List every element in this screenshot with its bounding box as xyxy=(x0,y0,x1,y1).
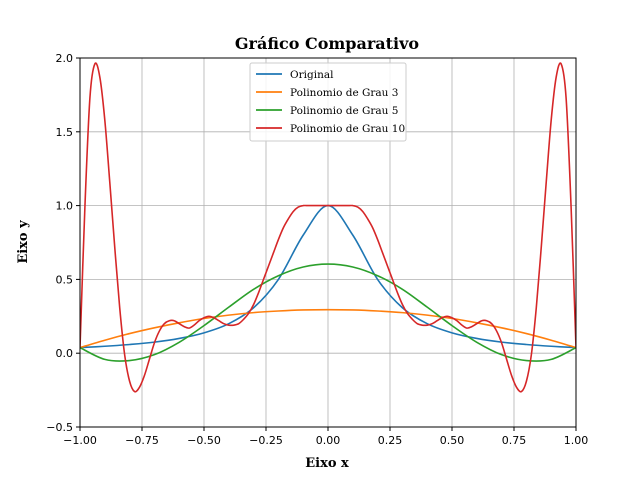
legend-label-polinomio-de-grau-3: Polinomio de Grau 3 xyxy=(290,87,398,99)
x-tick-label: −1.00 xyxy=(63,434,97,447)
legend: Original Polinomio de Grau 3 Polinomio de … xyxy=(249,62,407,142)
plot-lines xyxy=(80,62,576,393)
ticks: −1.00 −0.75 −0.50 −0.25 0.00 0.25 0.50 0.75 1.00… xyxy=(46,52,588,447)
y-tick-label: 1.0 xyxy=(56,200,74,213)
legend-label-polinomio-de-grau-10: Polinomio de Grau 10 xyxy=(290,123,405,135)
y-tick-label: 1.5 xyxy=(56,126,74,139)
chart-title: Gráfico Comparativo xyxy=(235,34,420,53)
series-line-polinomio-de-grau-10 xyxy=(80,62,576,393)
y-tick-label: 0.5 xyxy=(56,273,74,286)
legend-label-original: Original xyxy=(290,69,334,81)
x-tick-label: 1.00 xyxy=(564,434,589,447)
x-tick-label: −0.50 xyxy=(187,434,221,447)
x-axis-label: Eixo x xyxy=(305,456,349,471)
x-tick-label: 0.75 xyxy=(502,434,527,447)
x-tick-label: 0.00 xyxy=(316,434,341,447)
y-tick-label: −0.5 xyxy=(46,421,73,434)
x-tick-label: −0.75 xyxy=(125,434,159,447)
y-tick-label: 0.0 xyxy=(56,347,74,360)
y-tick-label: 2.0 xyxy=(56,52,74,65)
legend-box xyxy=(249,62,407,142)
series-line-polinomio-de-grau-5 xyxy=(80,263,576,362)
y-axis-label: Eixo y xyxy=(16,220,31,264)
legend-label-polinomio-de-grau-5: Polinomio de Grau 5 xyxy=(290,105,398,117)
x-tick-label: 0.25 xyxy=(378,434,403,447)
x-tick-label: −0.25 xyxy=(249,434,283,447)
x-tick-label: 0.50 xyxy=(440,434,465,447)
